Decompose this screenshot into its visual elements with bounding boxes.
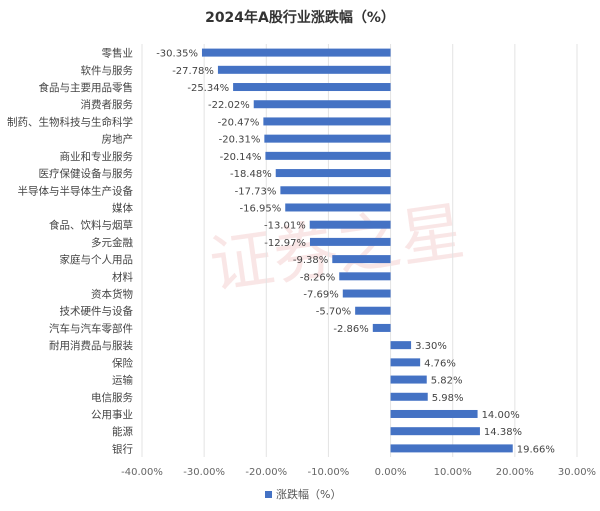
bar — [372, 323, 391, 332]
legend-swatch — [265, 491, 272, 498]
bar — [233, 83, 391, 92]
data-label: -20.31% — [219, 135, 261, 146]
bar — [390, 444, 513, 453]
bar — [309, 237, 391, 246]
bar — [332, 255, 391, 264]
bar — [217, 65, 391, 74]
category-label: 材料 — [112, 270, 133, 283]
bar — [390, 392, 428, 401]
data-label: -12.97% — [264, 238, 306, 249]
category-label: 银行 — [112, 442, 133, 455]
data-label: -20.14% — [220, 152, 262, 163]
data-label: -30.35% — [156, 49, 198, 60]
x-tick-label: -10.00% — [308, 467, 350, 478]
category-label: 制药、生物科技与生命科学 — [7, 115, 133, 128]
data-label: 14.38% — [484, 427, 522, 438]
category-label: 资本货物 — [91, 288, 133, 301]
category-label: 房地产 — [102, 133, 134, 146]
category-label: 运输 — [112, 374, 133, 387]
category-label: 家庭与个人用品 — [60, 253, 134, 266]
data-label: -5.70% — [316, 307, 351, 318]
x-tick-label: -30.00% — [183, 467, 225, 478]
bar — [275, 169, 391, 178]
data-label: -27.78% — [172, 66, 214, 77]
bar — [264, 134, 391, 143]
bar — [201, 48, 391, 57]
data-label: -8.26% — [300, 272, 335, 283]
legend: 涨跌幅（%） — [265, 487, 341, 501]
bar — [265, 151, 391, 160]
bar — [390, 358, 421, 367]
x-tick-label: -20.00% — [245, 467, 287, 478]
chart-title: 2024年A股行业涨跌幅（%） — [205, 9, 395, 26]
legend-label: 涨跌幅（%） — [276, 487, 341, 501]
category-label: 电信服务 — [91, 391, 133, 404]
bar — [390, 375, 427, 384]
category-label: 零售业 — [102, 47, 134, 60]
category-label: 能源 — [112, 425, 133, 438]
bar — [263, 117, 391, 126]
data-label: -7.69% — [303, 290, 338, 301]
data-label: -18.48% — [230, 169, 272, 180]
category-label: 技术硬件与设备 — [60, 305, 134, 318]
data-label: -2.86% — [333, 324, 368, 335]
data-label: 5.98% — [432, 393, 464, 404]
category-label: 消费者服务 — [81, 98, 134, 111]
bar — [390, 427, 480, 436]
data-label: -13.01% — [264, 221, 306, 232]
data-label: 4.76% — [424, 358, 456, 369]
x-tick-label: 0.00% — [375, 467, 407, 478]
category-label: 媒体 — [112, 201, 133, 214]
category-label: 公用事业 — [91, 408, 133, 421]
category-label: 耐用消费品与服装 — [49, 339, 133, 352]
category-label: 医疗保健设备与服务 — [39, 167, 134, 180]
bar — [339, 272, 391, 281]
data-label: -9.38% — [293, 255, 328, 266]
bar — [280, 186, 391, 195]
data-label: -22.02% — [208, 100, 250, 111]
data-label: -16.95% — [239, 203, 281, 214]
bar — [342, 289, 391, 298]
bar — [285, 203, 391, 212]
bar — [355, 306, 391, 315]
category-label: 汽车与汽车零部件 — [49, 322, 133, 335]
x-tick-label: 20.00% — [496, 467, 534, 478]
category-label: 软件与服务 — [81, 64, 134, 77]
data-label: -25.34% — [187, 83, 229, 94]
x-tick-label: 30.00% — [558, 467, 596, 478]
category-label: 多元金融 — [91, 236, 133, 249]
bar — [390, 409, 478, 418]
category-label: 商业和专业服务 — [60, 150, 134, 163]
bar — [253, 100, 391, 109]
x-tick-label: 10.00% — [434, 467, 472, 478]
data-label: 19.66% — [517, 444, 555, 455]
data-label: 14.00% — [482, 410, 520, 421]
category-label: 保险 — [112, 356, 133, 369]
category-label: 半导体与半导体生产设备 — [18, 184, 134, 197]
data-label: -17.73% — [235, 186, 277, 197]
data-label: 5.82% — [431, 376, 463, 387]
category-label: 食品与主要用品零售 — [39, 81, 134, 94]
category-label: 食品、饮料与烟草 — [49, 219, 133, 232]
bar — [309, 220, 391, 229]
x-tick-label: -40.00% — [121, 467, 163, 478]
data-label: 3.30% — [415, 341, 447, 352]
data-label: -20.47% — [218, 117, 260, 128]
bar — [390, 341, 412, 350]
